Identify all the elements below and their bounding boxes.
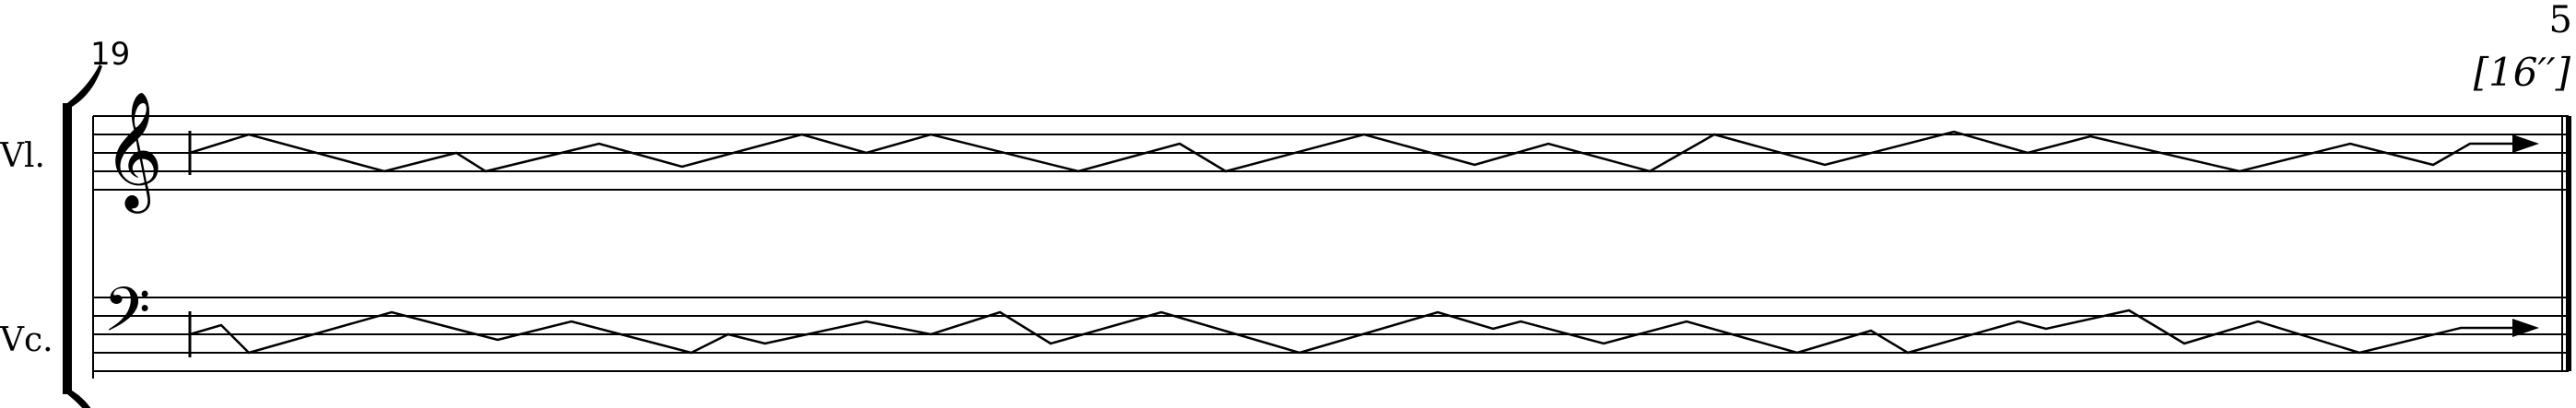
staff-cello-lines xyxy=(93,297,2569,372)
treble-clef-icon: 𝄞 xyxy=(103,90,163,214)
duration-marking: [16′′] xyxy=(2473,50,2570,95)
bass-clef-icon: 𝄢 xyxy=(103,274,150,360)
instrument-label-violin: Vl. xyxy=(0,137,45,175)
system-bracket xyxy=(63,64,102,408)
cello-arrow-icon xyxy=(2512,319,2539,337)
instrument-label-cello: Vc. xyxy=(0,321,53,359)
final-barline xyxy=(2561,116,2571,371)
violin-gesture-line xyxy=(189,130,2516,173)
cello-gesture-line xyxy=(189,309,2516,355)
violin-arrow-icon xyxy=(2512,134,2539,153)
staff-violin-lines xyxy=(93,115,2569,191)
page-number: 5 xyxy=(2548,0,2572,41)
measure-number: 19 xyxy=(90,36,131,73)
